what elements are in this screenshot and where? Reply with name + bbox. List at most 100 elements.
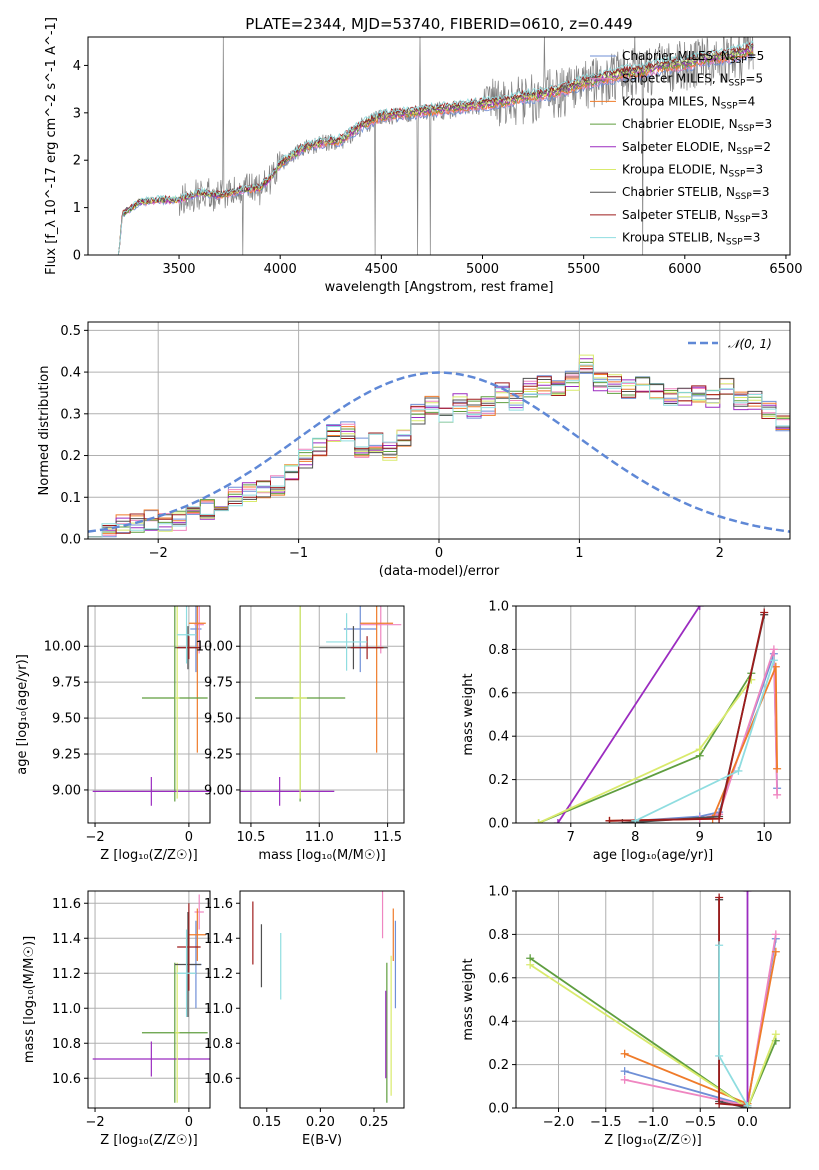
weight-point [773,791,781,799]
x-axis-label: wavelength [Angstrom, rest frame] [325,280,554,295]
legend-sub: SSP [738,124,755,134]
weight-line-kroupa-stelib [635,660,774,821]
x-tick-label: 11.0 [305,830,334,845]
x-tick-label: 4500 [365,262,398,277]
axes-weight_vs_Z: −2.0 −1.5 −1.0 −0.5 0.00.00.20.40.60.81.0Z [… [461,885,790,1149]
weight-point [773,765,781,773]
y-tick-label: 10.8 [204,1037,233,1052]
legend-sub: SSP [736,147,753,157]
y-tick-label: 11.4 [52,932,81,947]
y-tick-label: 10.8 [52,1037,81,1052]
x-tick-label: 11.5 [373,830,402,845]
weight-point [621,1067,629,1075]
x-tick-label: −2 [85,830,104,845]
y-tick-label: 4 [73,59,81,74]
legend-sub: SSP [730,56,747,66]
y-tick-label: 0.0 [488,817,509,832]
y-tick-label: 11.6 [52,897,81,912]
y-tick-label: 11.4 [204,932,233,947]
y-axis-label: Normed distribution [37,366,52,496]
y-tick-label: 9.00 [204,783,233,798]
weight-point [772,930,780,938]
axes-frame [240,606,404,823]
y-tick-label: 11.0 [52,1002,81,1017]
histogram-kroupa-elodie [88,355,819,537]
weight-line-chabrier-miles [635,654,777,821]
x-tick-label: 2 [716,546,724,561]
x-tick-label: −1.0 [637,1115,669,1130]
y-tick-label: 0.4 [488,1015,509,1030]
x-tick-label: 0.20 [306,1115,335,1130]
x-axis-label: Z [log₁₀(Z/Z☉)] [100,848,197,863]
x-tick-label: 6500 [769,262,802,277]
y-axis-label: mass weight [461,958,476,1040]
x-tick-label: −1.5 [590,1115,622,1130]
legend-label: Chabrier STELIB, NSSP=3 [622,185,770,202]
y-tick-label: 1.0 [488,885,509,900]
legend-model-name: Salpeter STELIB, N [622,208,734,222]
weight-point [734,767,742,775]
legend-sub: SSP [729,79,746,89]
x-tick-label: −2 [85,1115,104,1130]
legend-sub: SSP [734,215,751,225]
axes-mass_vs_Z: −2 0 10.6 10.8 11.0 11.2 11.4 11.6 Z [log₁₀(Z/Z☉… [22,891,210,1148]
legend-nssp: =4 [738,94,756,108]
legend-label: Salpeter ELODIE, NSSP=2 [622,140,771,157]
figure-title: PLATE=2344, MJD=53740, FIBERID=0610, z=0… [245,15,632,33]
legend-model-name: Chabrier MILES, N [622,49,730,63]
x-tick-label: 7 [567,830,575,845]
plot-area-age_vs_Z [93,494,210,806]
x-axis-label: mass [log₁₀(M/M☉)] [258,848,385,863]
y-tick-label: 9.25 [204,748,233,763]
y-tick-label: 0.2 [60,449,81,464]
legend-label: Salpeter STELIB, NSSP=3 [622,208,768,225]
plot-area-residuals [88,355,819,537]
y-tick-label: 9.75 [204,676,233,691]
y-tick-label: 0.4 [60,366,81,381]
x-tick-label: 5000 [466,262,499,277]
plot-area-weight_vs_age [535,602,782,827]
axes-frame [88,891,210,1108]
y-tick-label: 9.50 [204,712,233,727]
legend-nssp: =3 [743,231,761,245]
weight-point [772,1030,780,1038]
axes-weight_vs_age: 7 8 9 10 0.0 0.2 0.4 0.6 0.8 1.0 age [log₁₀(age/yr… [461,600,790,864]
x-tick-label: 0.25 [360,1115,389,1130]
axes-frame [516,606,790,823]
axes-frame [88,606,210,823]
y-tick-label: 0.8 [488,643,509,658]
legend-model-name: Chabrier STELIB, N [622,185,735,199]
x-tick-label: 6000 [668,262,701,277]
y-tick-label: 1.0 [488,600,509,615]
weight-point [715,941,723,949]
y-tick-label: 11.2 [204,967,233,982]
weight-line-salpeter-stelib [610,613,765,821]
x-tick-label: 3500 [162,262,195,277]
y-tick-label: 3 [73,106,81,121]
x-tick-label: 4000 [264,262,297,277]
y-tick-label: 11.0 [204,1002,233,1017]
axes-spectrum: 3500 4000 4500 5000 5500 6000 6500 0 1 2 3 4 wavelen… [44,17,803,295]
x-tick-label: −2 [149,546,168,561]
legend-nssp: =5 [747,49,765,63]
legend-model-name: Kroupa MILES, N [622,94,721,108]
y-axis-label: mass [log₁₀(M/M☉)] [22,936,37,1063]
legend-nssp: =2 [753,140,771,154]
x-tick-label: 10.5 [236,830,265,845]
y-tick-label: 10.00 [196,640,233,655]
x-tick-label: −1 [289,546,308,561]
weight-line-salpeter-miles [635,649,777,820]
legend-sub: SSP [726,238,743,248]
axes-mass_vs_ebv: 0.15 0.20 0.2510.610.811.011.211.411.6E(B-… [204,886,404,1148]
y-tick-label: 0.1 [60,491,81,506]
weight-line-chabrier-stelib [719,900,747,1108]
weight-point [770,645,778,653]
y-tick-label: 0.8 [488,928,509,943]
y-tick-label: 0 [73,249,81,264]
y-axis-label: mass weight [461,673,476,755]
weight-point [621,1076,629,1084]
x-axis-label: Z [log₁₀(Z/Z☉)] [604,1133,701,1148]
weight-point [605,817,613,825]
x-tick-label: 1 [575,546,583,561]
weight-line-kroupa-miles [610,667,778,821]
